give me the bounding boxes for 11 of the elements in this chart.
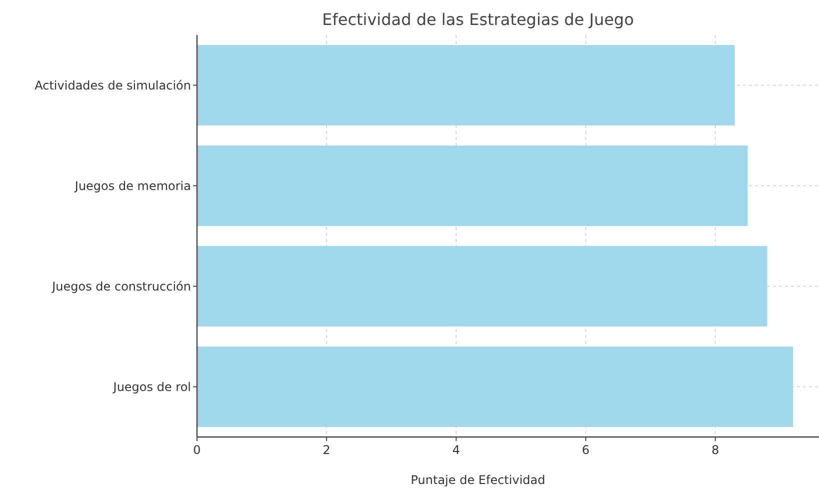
y-tick-label: Juegos de rol xyxy=(112,380,191,394)
y-tick-label: Juegos de construcción xyxy=(51,279,191,294)
x-tick-label: 2 xyxy=(322,443,330,457)
y-tick-label: Actividades de simulación xyxy=(34,78,191,92)
x-axis-title: Puntaje de Efectividad xyxy=(410,473,546,487)
chart-title: Efectividad de las Estrategias de Juego xyxy=(322,10,634,29)
x-tick-label: 4 xyxy=(452,443,460,457)
x-tick-label: 6 xyxy=(582,443,590,457)
x-tick-label: 8 xyxy=(712,443,720,457)
y-tick-label: Juegos de memoria xyxy=(74,178,191,193)
x-tick-label: 0 xyxy=(193,443,201,457)
